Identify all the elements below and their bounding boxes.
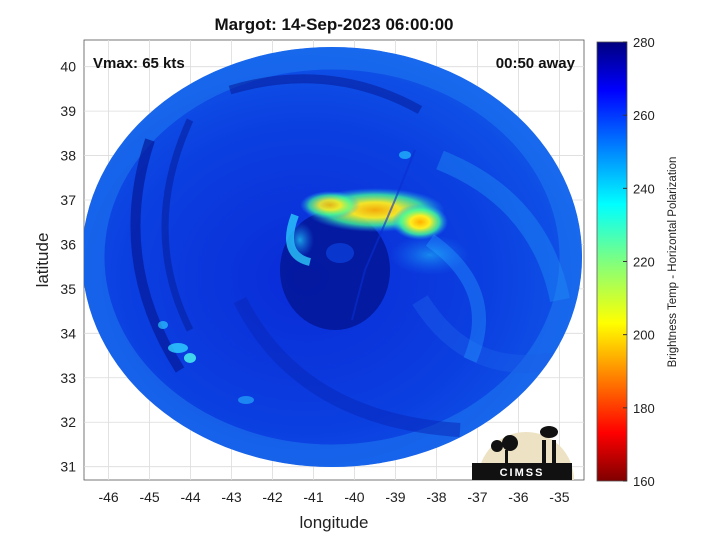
y-tick-label: 31 xyxy=(60,459,76,475)
x-tick-label: -44 xyxy=(180,489,200,505)
x-tick-label: -38 xyxy=(426,489,446,505)
logo-text: CIMSS xyxy=(500,467,545,479)
x-tick-label: -35 xyxy=(549,489,569,505)
x-tick-label: -40 xyxy=(344,489,364,505)
colorbar-tick-label: 200 xyxy=(633,328,655,343)
x-tick-label: -41 xyxy=(303,489,323,505)
x-tick-label: -36 xyxy=(508,489,528,505)
y-tick-label: 34 xyxy=(60,325,76,341)
y-axis-label: latitude xyxy=(33,233,52,288)
x-tick-label: -43 xyxy=(221,489,241,505)
colorbar-tick-label: 260 xyxy=(633,108,655,123)
x-axis-label: longitude xyxy=(299,513,368,532)
y-tick-label: 35 xyxy=(60,281,76,297)
y-tick-label: 36 xyxy=(60,236,76,252)
cimss-logo: CIMSS xyxy=(472,426,574,480)
x-tick-labels: -46 -45 -44 -43 -42 -41 -40 -39 -38 -37 -36 -35 xyxy=(98,489,569,505)
colorbar xyxy=(596,41,628,482)
colorbar-tick-labels: 160 180 200 220 240 260 280 xyxy=(623,35,655,489)
colorbar-tick-label: 240 xyxy=(633,181,655,196)
colorbar-label: Brightness Temp - Horizontal Polarizatio… xyxy=(667,157,679,368)
x-tick-label: -37 xyxy=(467,489,487,505)
y-tick-label: 37 xyxy=(60,192,76,208)
x-tick-label: -46 xyxy=(98,489,118,505)
x-tick-label: -42 xyxy=(262,489,282,505)
y-tick-label: 40 xyxy=(60,59,76,75)
colorbar-tick-label: 280 xyxy=(633,35,655,50)
y-tick-labels: 31 32 33 34 35 36 37 38 39 40 xyxy=(60,59,76,475)
x-tick-label: -45 xyxy=(139,489,159,505)
y-tick-label: 38 xyxy=(60,148,76,164)
brightness-temperature-swath xyxy=(84,47,582,467)
y-tick-label: 33 xyxy=(60,370,76,386)
chart-title: Margot: 14-Sep-2023 06:00:00 xyxy=(214,15,453,34)
colorbar-tick-label: 160 xyxy=(633,474,655,489)
time-away-label: 00:50 away xyxy=(496,55,576,72)
x-tick-label: -39 xyxy=(385,489,405,505)
colorbar-tick-label: 180 xyxy=(633,401,655,416)
y-tick-label: 32 xyxy=(60,414,76,430)
colorbar-tick-label: 220 xyxy=(633,255,655,270)
y-tick-label: 39 xyxy=(60,103,76,119)
vmax-label: Vmax: 65 kts xyxy=(93,55,185,72)
